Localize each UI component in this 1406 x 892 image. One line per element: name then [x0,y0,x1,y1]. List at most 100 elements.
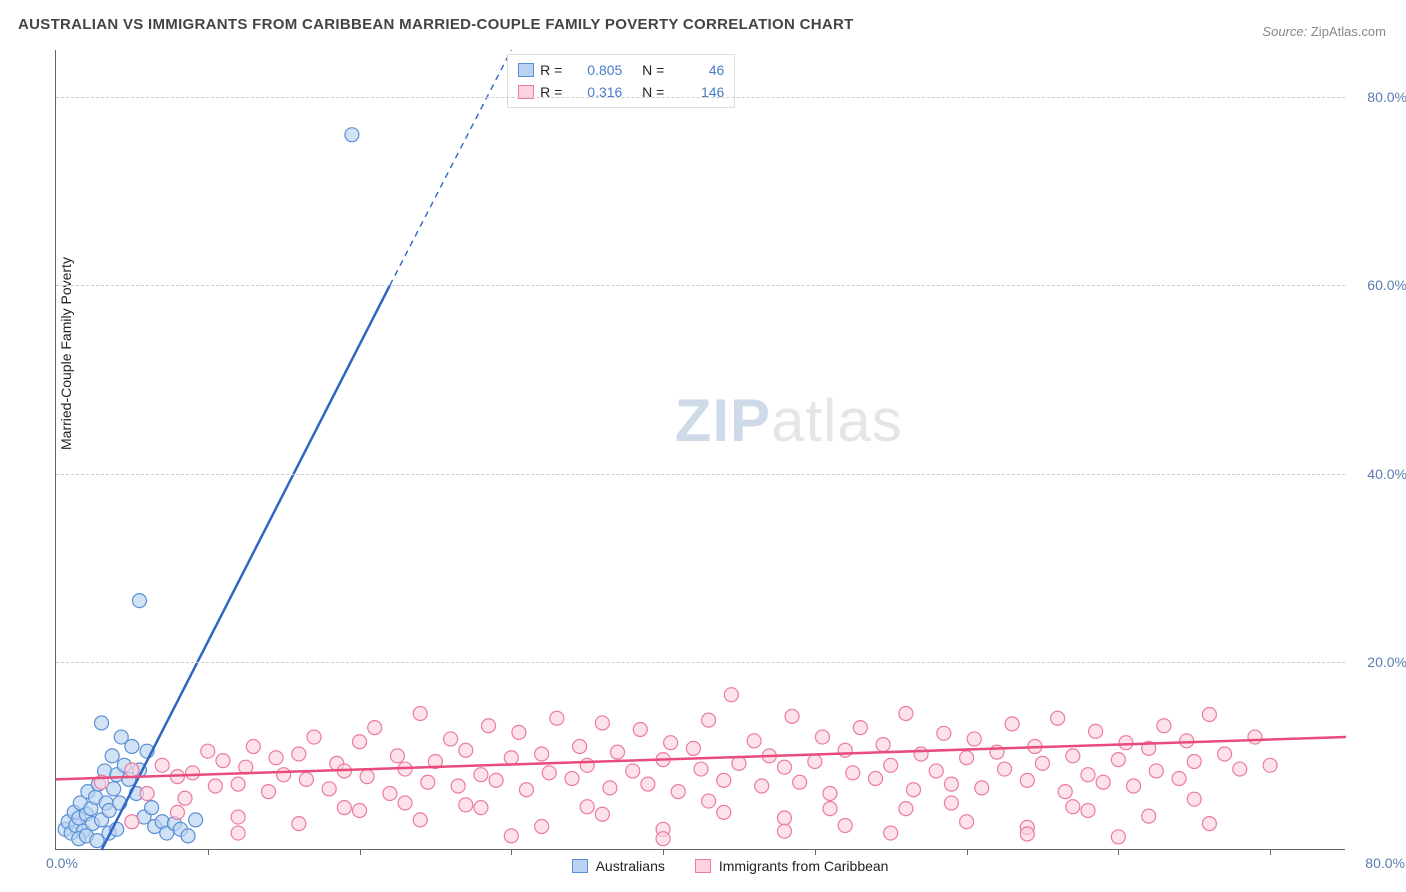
data-point [277,768,291,782]
data-point [421,775,435,789]
data-point [1089,724,1103,738]
data-point [322,782,336,796]
data-point [1127,779,1141,793]
data-point [785,709,799,723]
data-point [565,771,579,785]
data-point [125,763,139,777]
data-point [125,815,139,829]
data-point [944,796,958,810]
data-point [884,758,898,772]
data-point [944,777,958,791]
data-point [535,747,549,761]
data-point [656,832,670,846]
data-point [95,716,109,730]
y-tick-label: 40.0% [1367,466,1406,482]
legend-item-label: Australians [596,858,665,874]
data-point [261,785,275,799]
gridline [56,662,1345,663]
data-point [626,764,640,778]
legend-r-value: 0.805 [568,59,622,81]
data-point [694,762,708,776]
data-point [368,721,382,735]
data-point [580,758,594,772]
data-point [444,732,458,746]
source-label: Source: [1262,24,1307,39]
data-point [573,739,587,753]
data-point [459,798,473,812]
data-point [504,829,518,843]
data-point [702,794,716,808]
data-point [181,829,195,843]
x-axis-max-label: 80.0% [1365,855,1405,871]
data-point [906,783,920,797]
data-point [1202,817,1216,831]
data-point [1066,749,1080,763]
data-point [899,802,913,816]
data-point [231,810,245,824]
data-point [155,758,169,772]
data-point [1096,775,1110,789]
data-point [603,781,617,795]
legend-item: Australians [572,858,665,874]
data-point [580,800,594,814]
data-point [899,707,913,721]
data-point [360,770,374,784]
data-point [451,779,465,793]
data-point [975,781,989,795]
data-point [1058,785,1072,799]
data-point [1111,830,1125,844]
data-point [838,743,852,757]
x-tick [1118,849,1119,855]
data-point [542,766,556,780]
data-point [186,766,200,780]
data-point [512,725,526,739]
legend-r-label: R = [540,59,562,81]
plot-area: Married-Couple Family Poverty ZIPatlas R… [55,50,1345,850]
data-point [671,785,685,799]
data-point [140,787,154,801]
data-point [823,802,837,816]
data-point [231,777,245,791]
data-point [1233,762,1247,776]
data-point [869,771,883,785]
x-tick [208,849,209,855]
x-tick [815,849,816,855]
legend-item: Immigrants from Caribbean [695,858,889,874]
data-point [170,805,184,819]
data-point [413,813,427,827]
data-point [777,824,791,838]
legend-n-label: N = [642,81,664,103]
data-point [686,741,700,755]
legend-r-value: 0.316 [568,81,622,103]
legend-n-value: 46 [670,59,724,81]
data-point [231,826,245,840]
legend-n-value: 146 [670,81,724,103]
data-point [353,803,367,817]
x-tick [511,849,512,855]
source-attribution: Source: ZipAtlas.com [1262,24,1386,39]
data-point [1051,711,1065,725]
data-point [216,754,230,768]
data-point [815,730,829,744]
data-point [747,734,761,748]
data-point [489,773,503,787]
data-point [641,777,655,791]
data-point [846,766,860,780]
data-point [1035,756,1049,770]
data-point [208,779,222,793]
gridline [56,285,1345,286]
data-point [292,817,306,831]
data-point [1180,734,1194,748]
data-point [132,594,146,608]
data-point [482,719,496,733]
data-point [937,726,951,740]
legend-row: R =0.805 N =46 [518,59,724,81]
data-point [967,732,981,746]
data-point [664,736,678,750]
data-point [550,711,564,725]
data-point [413,707,427,721]
data-point [1020,773,1034,787]
data-point [1111,753,1125,767]
data-point [189,813,203,827]
data-point [353,735,367,749]
